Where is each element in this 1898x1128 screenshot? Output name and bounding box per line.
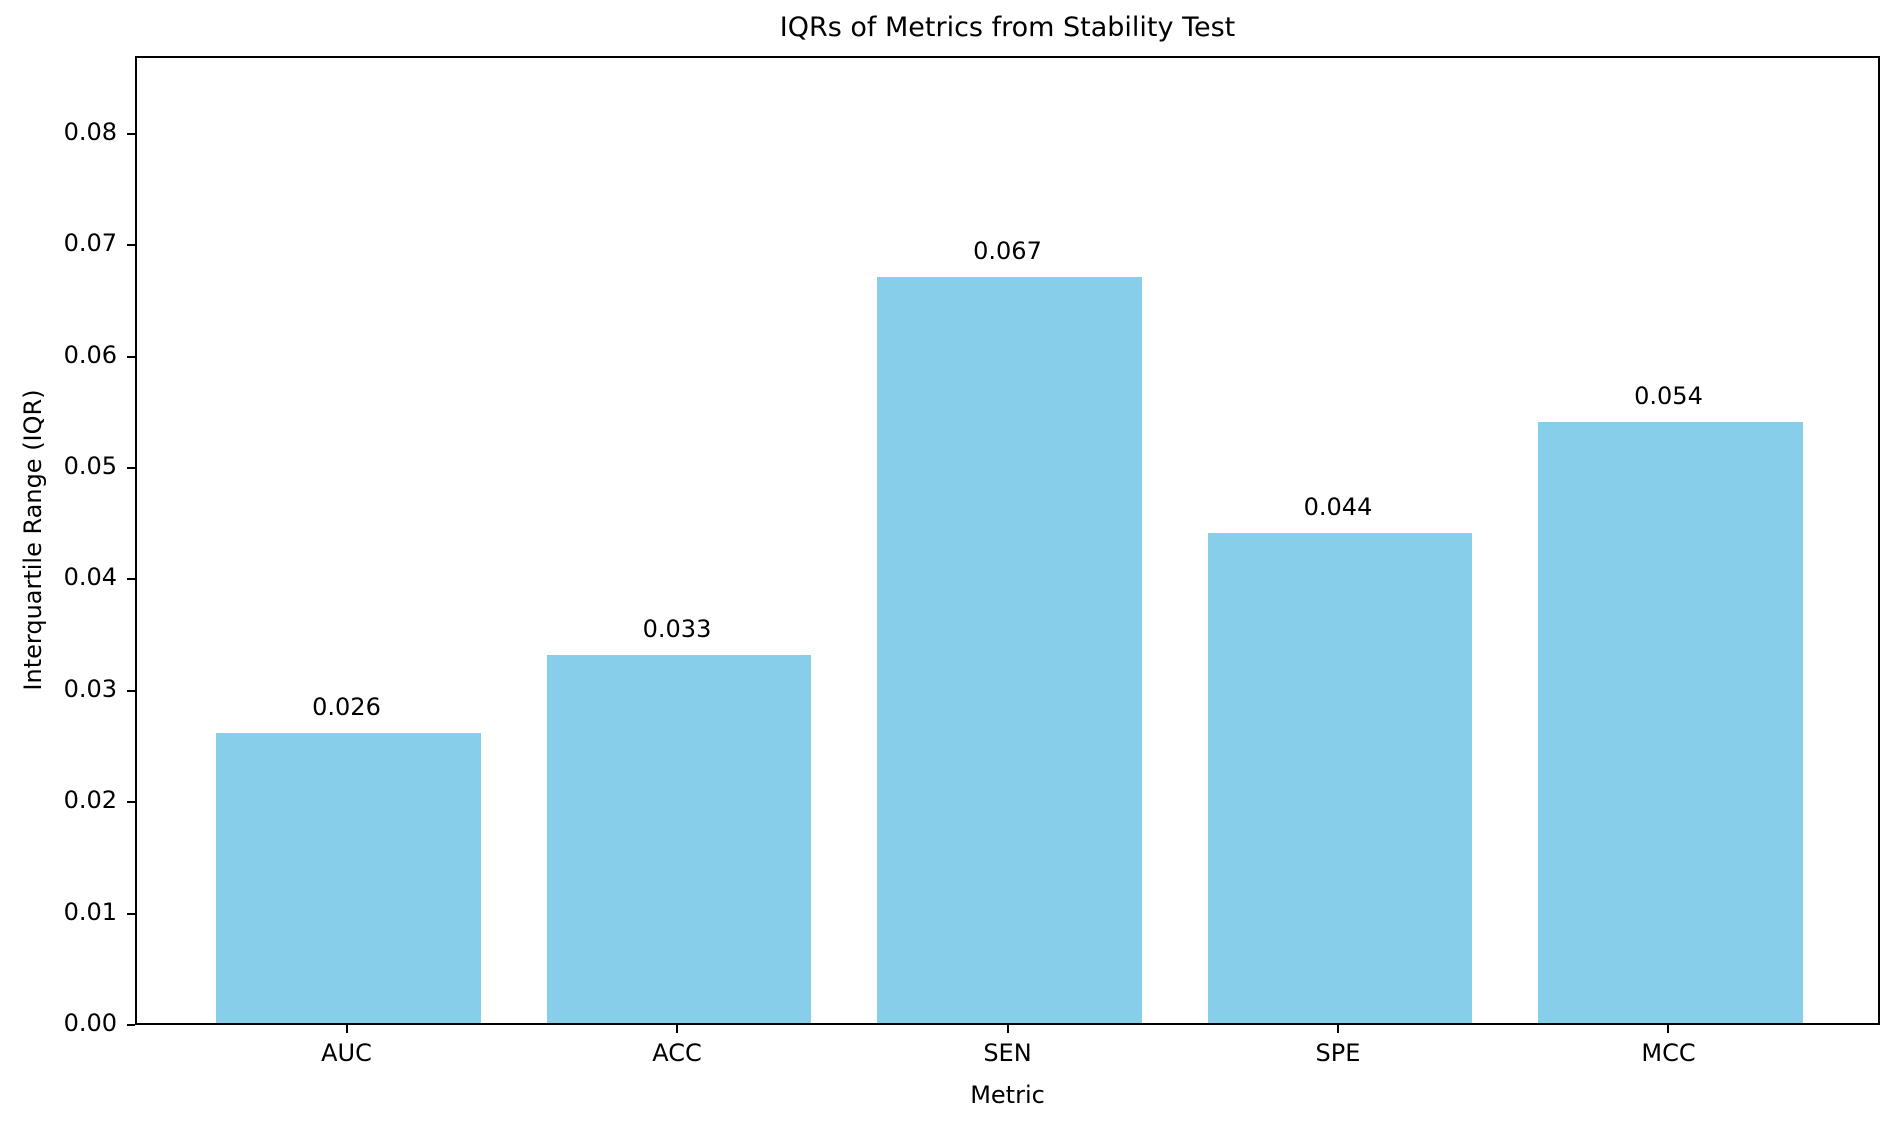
bar-value-label: 0.033	[642, 615, 712, 644]
bar-value-label: 0.054	[1634, 381, 1703, 410]
y-tick-mark	[127, 578, 135, 581]
y-tick-mark	[127, 132, 135, 135]
x-tick-label: SEN	[983, 1039, 1032, 1067]
y-tick-label: 0.01	[63, 897, 117, 926]
x-tick-mark	[345, 1025, 348, 1033]
y-tick-label: 0.02	[63, 786, 117, 815]
bar-value-label: 0.026	[312, 693, 381, 722]
y-tick-mark	[127, 244, 135, 247]
x-tick-label: SPE	[1315, 1039, 1361, 1067]
chart-title: IQRs of Metrics from Stability Test	[779, 12, 1236, 43]
bar-sen	[877, 276, 1142, 1023]
y-tick-label: 0.03	[63, 674, 117, 703]
bar-acc	[546, 655, 812, 1023]
y-tick-mark	[127, 467, 135, 470]
y-tick-label: 0.05	[63, 452, 117, 481]
x-tick-mark	[1667, 1025, 1670, 1033]
y-tick-mark	[127, 912, 135, 915]
x-tick-label: MCC	[1641, 1039, 1696, 1067]
y-tick-label: 0.00	[63, 1009, 117, 1037]
plot-area	[135, 56, 1880, 1025]
y-tick-label: 0.07	[63, 229, 117, 258]
bar-auc	[216, 733, 481, 1023]
x-tick-label: AUC	[321, 1039, 372, 1067]
y-tick-mark	[127, 355, 135, 358]
y-axis-label: Interquartile Range (IQR)	[19, 389, 47, 691]
bar-value-label: 0.067	[973, 236, 1042, 265]
x-tick-mark	[1006, 1025, 1009, 1033]
bar-mcc	[1538, 421, 1803, 1023]
x-tick-mark	[676, 1025, 678, 1033]
bar-spe	[1207, 532, 1473, 1023]
x-tick-label: ACC	[652, 1039, 702, 1067]
bar-value-label: 0.044	[1303, 492, 1373, 521]
y-tick-mark	[127, 689, 135, 692]
y-tick-mark	[127, 801, 135, 804]
x-axis-label: Metric	[970, 1081, 1045, 1109]
y-tick-label: 0.08	[63, 117, 117, 146]
y-tick-label: 0.04	[63, 563, 117, 592]
y-tick-label: 0.06	[63, 340, 117, 369]
x-tick-mark	[1336, 1025, 1339, 1033]
y-tick-mark	[127, 1024, 135, 1026]
